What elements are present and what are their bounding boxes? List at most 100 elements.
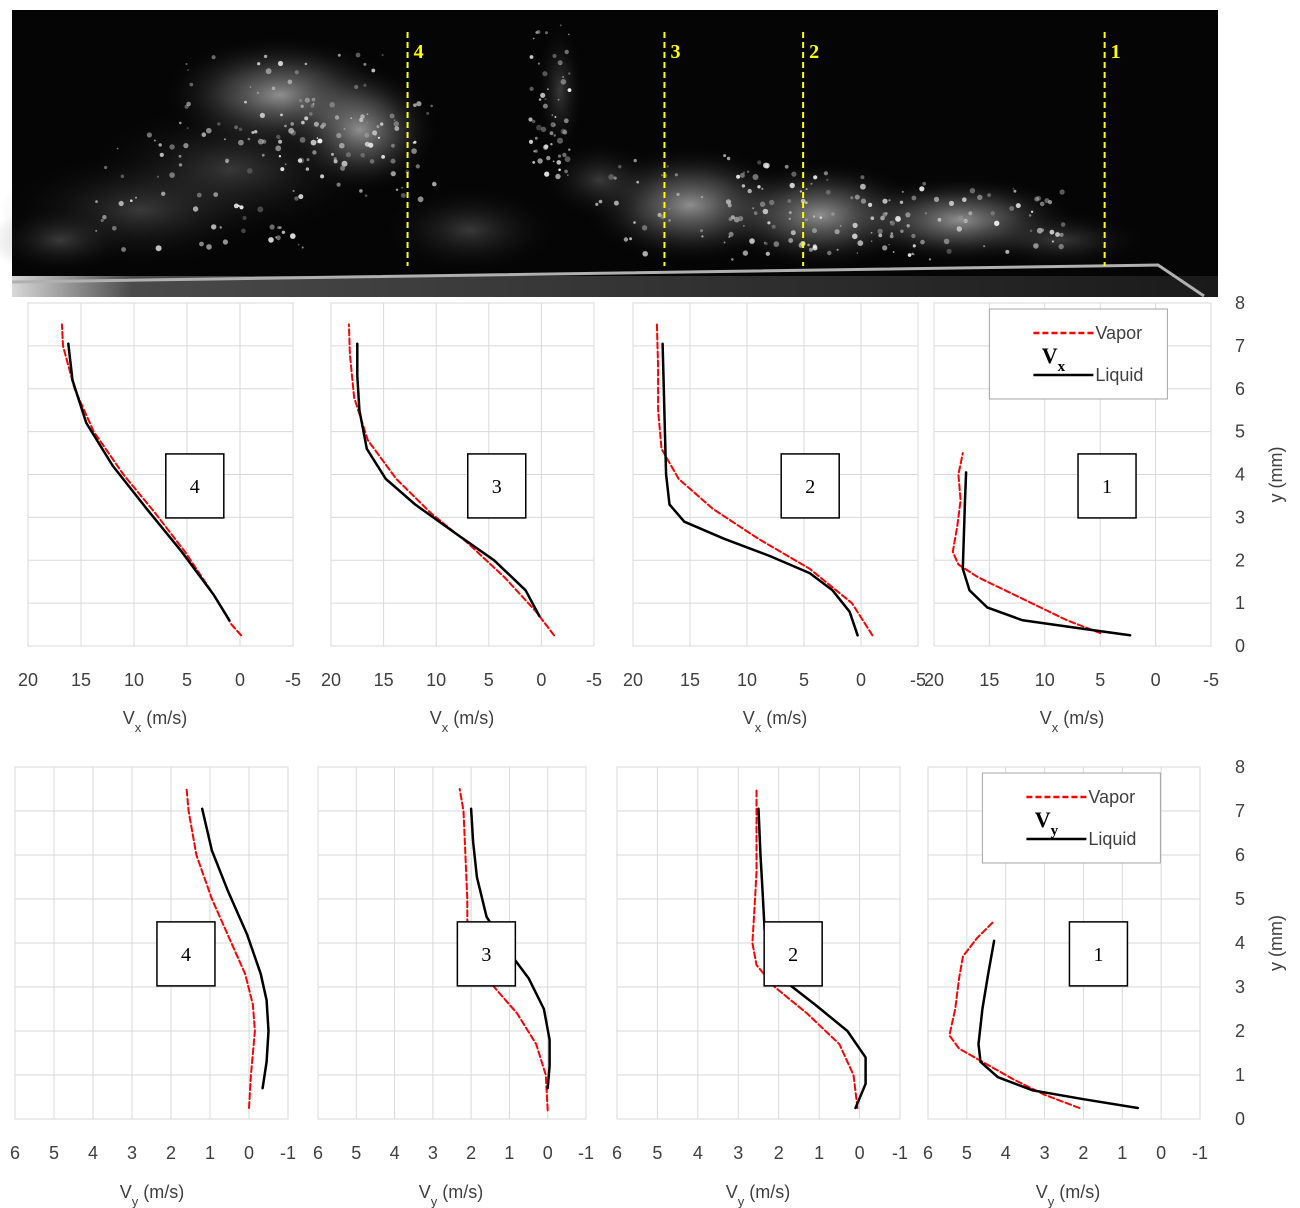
cloud-speck	[393, 119, 396, 121]
cloud-speck	[336, 182, 341, 187]
cloud-speck	[339, 142, 345, 149]
cloud-speck	[116, 147, 119, 150]
station-box-label: 2	[805, 476, 815, 498]
cloud-speck	[1030, 210, 1034, 213]
station-label-3: 3	[670, 41, 680, 63]
cloud-speck	[366, 121, 369, 124]
y-tick-label: 7	[1235, 801, 1245, 821]
cloud-speck	[364, 194, 368, 197]
cloud-speck	[641, 225, 648, 231]
cloud-speck	[752, 174, 759, 180]
x-tick-label: 4	[390, 1143, 400, 1163]
cloud-speck	[1036, 195, 1042, 201]
cloud-speck	[360, 114, 365, 119]
cloud-speck	[355, 52, 361, 58]
cloud-speck	[178, 163, 183, 167]
cloud-speck	[372, 130, 378, 136]
station-box	[780, 453, 840, 519]
cloud-speck	[309, 112, 313, 116]
legend-vapor-label: Vapor	[1088, 787, 1135, 807]
cloud-speck	[156, 175, 160, 178]
station-label-4: 4	[414, 41, 424, 63]
cloud-speck	[1049, 229, 1055, 235]
cloud-speck	[668, 207, 671, 210]
cloud-speck	[860, 198, 867, 204]
cloud-speck	[371, 68, 376, 73]
cloud-speck	[805, 188, 808, 191]
y-tick-label: 0	[1235, 1109, 1245, 1129]
cloud-speck	[538, 98, 542, 101]
station-box	[156, 921, 216, 987]
cloud-speck	[284, 124, 287, 128]
cloud-speck	[839, 224, 842, 227]
foil-plate	[12, 276, 1218, 297]
y-tick-label: 3	[1235, 977, 1245, 997]
y-axis-vx: 0 1 2 3 4 5 6 7 8 y (mm)	[1235, 293, 1286, 656]
x-tick-label: 3	[1040, 1143, 1050, 1163]
station-box-label: 3	[492, 476, 502, 498]
x-tick-label: 2	[774, 1143, 784, 1163]
cloud-speck	[907, 253, 912, 257]
cloud-speck	[290, 130, 296, 136]
cloud-speck	[278, 139, 283, 144]
cloud-speck	[552, 53, 557, 59]
cloud-speck	[791, 171, 797, 177]
cloud-speck	[568, 33, 570, 36]
cloud-speck	[946, 248, 952, 254]
cloud-speck	[257, 138, 264, 145]
cloud-speck	[928, 258, 932, 261]
cloud-speck	[276, 134, 281, 140]
series-liquid-line	[977, 939, 1140, 1110]
cloud-speck	[723, 154, 727, 158]
cloud-speck	[742, 250, 749, 256]
cloud-speck	[564, 169, 568, 174]
cloud-speck	[376, 125, 380, 129]
cloud-speck	[223, 138, 226, 141]
x-tick-label: 5	[49, 1143, 59, 1163]
x-tick-label: 2	[1078, 1143, 1088, 1163]
cloud-speck	[161, 191, 166, 196]
cloud-speck	[676, 192, 680, 197]
cloud-speck	[179, 121, 182, 125]
x-tick-label: 20	[924, 670, 944, 690]
cloud-speck	[919, 186, 925, 192]
cloud-speck	[761, 187, 764, 190]
cloud-speck	[799, 190, 803, 193]
y-tick-label: 1	[1235, 593, 1245, 613]
cloud-speck	[277, 60, 284, 67]
cloud-speck	[363, 62, 367, 66]
cloud-speck	[341, 160, 348, 167]
cloud-speck	[613, 176, 617, 180]
cloud-speck	[234, 125, 239, 130]
cloud-speck	[608, 174, 615, 180]
cloud-speck	[598, 199, 603, 204]
cloud-speck	[994, 220, 1000, 226]
x-tick-label: 1	[814, 1143, 824, 1163]
series-vapor-line	[655, 323, 874, 637]
cloud-speck	[304, 116, 309, 121]
cloud-speck	[674, 173, 679, 177]
cloud-speck	[956, 226, 962, 232]
cloud-speck	[263, 54, 268, 59]
cloud-speck	[225, 160, 229, 164]
cloud-speck	[532, 161, 536, 164]
cloud-speck	[969, 188, 976, 194]
cloud-speck	[391, 143, 395, 148]
cloud-speck	[557, 98, 560, 101]
cloud-speck	[568, 72, 571, 75]
cloud-speck	[784, 164, 789, 169]
cloud-speck	[186, 101, 191, 107]
cloud-speck	[870, 231, 873, 234]
cloud-speck	[771, 224, 776, 229]
cloud-speck	[304, 62, 308, 66]
cloud-speck	[269, 224, 275, 230]
cloud-speck	[281, 230, 286, 234]
cloud-speck	[1058, 243, 1064, 250]
cloud-speck	[555, 173, 561, 180]
cloud-speck	[557, 154, 562, 158]
cloud-speck	[412, 142, 415, 144]
x-tick-label: 15	[979, 670, 999, 690]
cloud-speck	[595, 202, 599, 206]
cloud-speck	[364, 141, 370, 147]
